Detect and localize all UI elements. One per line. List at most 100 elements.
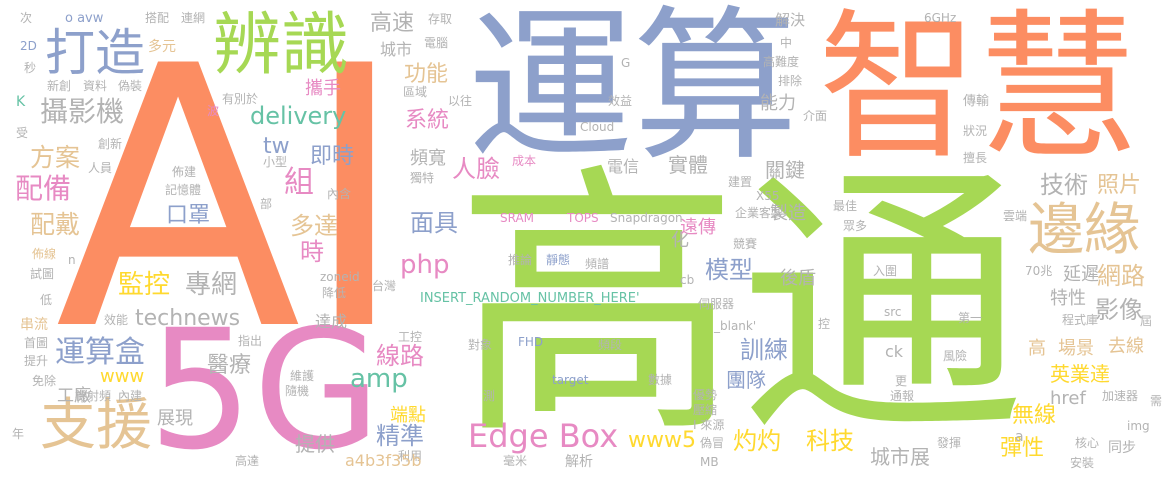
cloud-word: 監控: [118, 270, 171, 300]
cloud-word: G: [621, 56, 631, 70]
cloud-word: 製造: [770, 203, 806, 224]
cloud-word: 技術: [1040, 171, 1088, 199]
cloud-word: 伺服器: [698, 297, 735, 311]
cloud-word: Cloud: [580, 120, 615, 134]
cloud-word: 科技: [806, 427, 854, 455]
cloud-word: delivery: [250, 102, 347, 130]
cloud-word: ck: [885, 342, 904, 361]
cloud-word: 智慧: [818, 0, 1139, 181]
cloud-word: 彈性: [1000, 436, 1045, 461]
cloud-word: 發揮: [937, 436, 962, 450]
cloud-word: 對象: [468, 338, 493, 352]
cloud-word: 低: [40, 293, 53, 307]
cloud-word: 頻譜: [585, 257, 610, 271]
cloud-word: 維護: [290, 369, 315, 383]
cloud-word: img: [1127, 419, 1150, 433]
cloud-word: 加速器: [1102, 389, 1139, 403]
cloud-word: 風險: [943, 349, 968, 363]
cloud-word: 記憶體: [165, 183, 202, 197]
cloud-word: 高: [1028, 338, 1046, 359]
cloud-word: 傳輸: [963, 94, 990, 109]
cloud-word: 英業達: [1050, 362, 1110, 386]
cloud-word: 運算: [468, 0, 798, 183]
cloud-word: TOPS: [567, 211, 599, 225]
cloud-word: _blank': [714, 319, 757, 333]
cloud-word: 關鍵: [765, 158, 805, 182]
cloud-word: 多元: [148, 39, 176, 55]
cloud-word: 高通: [455, 141, 1025, 473]
cloud-word: tw: [263, 134, 290, 159]
cloud-word: 支援: [40, 393, 152, 458]
cloud-word: 線路: [376, 342, 424, 370]
cloud-word: 面具: [410, 209, 458, 237]
cloud-word: 區域: [403, 85, 428, 99]
cloud-word: 工控: [398, 330, 423, 344]
cloud-word: SRAM: [500, 211, 535, 225]
cloud-word: 特性: [1050, 288, 1086, 309]
cloud-word: 更: [895, 374, 908, 388]
cloud-word: 提升: [24, 354, 49, 368]
cloud-word: 佈建: [172, 165, 197, 179]
cloud-word: 運算盒: [55, 335, 145, 370]
cloud-word: 安裝: [1070, 456, 1095, 470]
cloud-word: 介面: [803, 109, 828, 123]
cloud-word: 效能: [104, 313, 129, 327]
cloud-word: 推論: [508, 253, 533, 267]
cloud-word: 城市: [380, 40, 413, 59]
cloud-word: 多達: [290, 212, 338, 240]
cloud-word: 提供: [295, 432, 335, 456]
cloud-word: 靜態: [546, 253, 571, 267]
cloud-word: 第一: [958, 311, 983, 325]
cloud-word: 電信: [607, 157, 640, 176]
cloud-word: 毫米: [503, 454, 528, 468]
cloud-word: MB: [700, 455, 719, 469]
cloud-word: 部: [260, 197, 273, 211]
cloud-word: 偽裝: [118, 79, 143, 93]
cloud-word: 優勢: [693, 388, 718, 402]
cloud-word: 首圖: [24, 336, 49, 350]
cloud-word: 無線: [1012, 403, 1057, 428]
cloud-word: 眾多: [843, 219, 868, 233]
cloud-word: 訓練: [740, 336, 788, 364]
cloud-word: 降低: [322, 286, 347, 300]
cloud-word: 年: [12, 427, 25, 441]
cloud-word: 化: [671, 230, 689, 251]
cloud-word: 搭配: [145, 11, 170, 25]
cloud-word: 佈線: [32, 247, 57, 261]
cloud-word: 即時: [310, 144, 355, 169]
cloud-word: 存取: [428, 12, 453, 26]
cloud-word: 新創: [47, 79, 72, 93]
cloud-word: 專網: [185, 270, 238, 300]
cloud-word: 程式庫: [1062, 313, 1099, 327]
cloud-word: 解決: [775, 11, 806, 29]
cloud-word: 小型: [263, 155, 288, 169]
cloud-word: 資料: [83, 79, 108, 93]
cloud-word: 影像: [1095, 296, 1143, 324]
cloud-word: 5G: [148, 294, 381, 482]
cloud-word: 串流: [20, 317, 48, 333]
cloud-word: 狀況: [963, 124, 988, 138]
cloud-word: 城市展: [870, 445, 930, 469]
cloud-word: 有別於: [222, 92, 259, 106]
cloud-word: 邊緣: [1028, 198, 1140, 263]
cloud-word: 需: [1150, 394, 1163, 408]
cloud-word: 內建: [118, 389, 143, 403]
cloud-word: 工廠: [57, 386, 91, 406]
cloud-word: 競賽: [733, 237, 758, 251]
cloud-word: 以往: [448, 94, 473, 108]
cloud-word: 人臉: [452, 155, 500, 183]
cloud-word: 台灣: [372, 279, 397, 293]
cloud-word: 創新: [98, 137, 123, 151]
cloud-word: src: [884, 305, 902, 319]
cloud-word: 受: [16, 126, 29, 140]
cloud-word: 獨特: [410, 171, 435, 185]
cloud-word: 排除: [778, 74, 803, 88]
cloud-word: 解析: [565, 454, 593, 470]
cloud-word: 同步: [1108, 440, 1136, 456]
cloud-word: technews: [135, 306, 241, 331]
cloud-word: 端點: [390, 405, 426, 426]
cloud-word: 壓縮: [693, 403, 718, 417]
cloud-word: 機射頻: [75, 389, 112, 403]
cloud-word: 照片: [1097, 173, 1142, 198]
cloud-word: 組: [284, 165, 314, 200]
